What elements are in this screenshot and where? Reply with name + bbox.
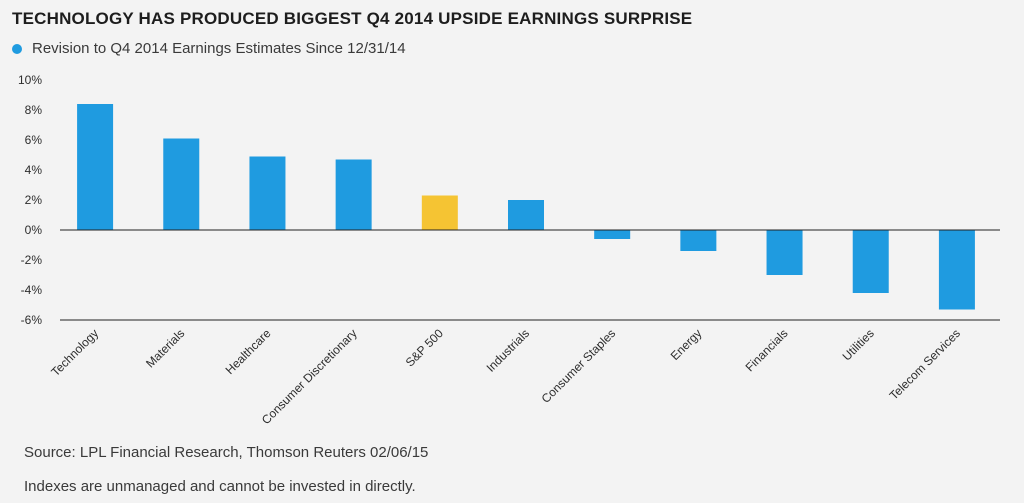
bar-utilities	[852, 230, 889, 293]
bar-healthcare	[249, 156, 286, 230]
bar-technology	[77, 104, 114, 230]
category-label: Consumer Discretionary	[259, 326, 360, 427]
category-label: Telecom Services	[887, 326, 963, 402]
y-tick-label: 10%	[18, 73, 42, 87]
legend-swatch	[12, 43, 22, 54]
category-label: Industrials	[484, 326, 533, 375]
bar-consumer-discretionary	[335, 159, 372, 230]
bar-energy	[680, 230, 717, 251]
y-tick-label: 8%	[25, 103, 43, 117]
category-label: Healthcare	[223, 326, 274, 377]
legend-label: Revision to Q4 2014 Earnings Estimates S…	[32, 40, 406, 57]
y-tick-label: 4%	[25, 163, 43, 177]
category-label: Technology	[48, 326, 101, 379]
chart-title: TECHNOLOGY HAS PRODUCED BIGGEST Q4 2014 …	[12, 9, 693, 28]
y-tick-label: 2%	[25, 193, 43, 207]
bar-consumer-staples	[594, 230, 631, 239]
bar-chart: 10% 8% 6% 4% 2% 0% -2% -4% -6% Technology Material…	[18, 73, 1000, 427]
bar-s-p-500	[421, 195, 458, 230]
legend: Revision to Q4 2014 Earnings Estimates S…	[12, 40, 406, 57]
category-label: Financials	[743, 326, 791, 374]
bar-materials	[163, 138, 200, 230]
category-label: Consumer Staples	[539, 326, 619, 406]
y-tick-label: -6%	[21, 313, 43, 327]
category-label: Materials	[143, 326, 187, 370]
y-tick-label: 0%	[25, 223, 43, 237]
bar-telecom-services	[938, 230, 975, 310]
y-tick-label: -2%	[21, 253, 43, 267]
disclaimer-note: Indexes are unmanaged and cannot be inve…	[24, 478, 416, 495]
category-label: Utilities	[840, 326, 877, 363]
category-label: Energy	[668, 326, 705, 363]
y-tick-label: -4%	[21, 283, 43, 297]
category-label: S&P 500	[403, 326, 446, 369]
bar-financials	[766, 230, 803, 275]
bar-industrials	[508, 200, 544, 230]
y-tick-label: 6%	[25, 133, 43, 147]
source-note: Source: LPL Financial Research, Thomson …	[24, 444, 429, 461]
